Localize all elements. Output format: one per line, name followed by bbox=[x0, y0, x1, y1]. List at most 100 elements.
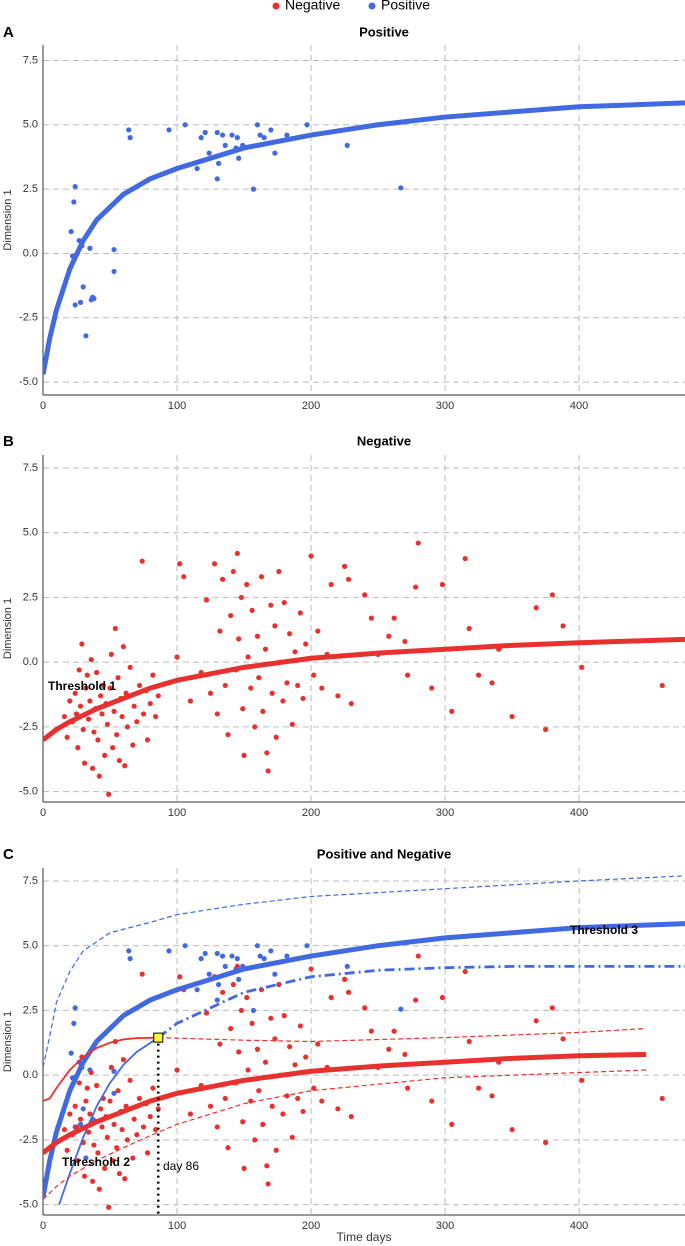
point bbox=[273, 1147, 279, 1153]
point bbox=[111, 268, 117, 275]
point bbox=[217, 628, 223, 634]
point bbox=[254, 122, 261, 128]
point bbox=[72, 1103, 78, 1109]
point bbox=[240, 1119, 246, 1125]
fit-line bbox=[43, 636, 685, 742]
y-tick-label: -2.5 bbox=[19, 721, 38, 733]
point bbox=[83, 1098, 89, 1104]
point bbox=[311, 1085, 317, 1091]
point bbox=[83, 333, 89, 339]
point bbox=[136, 1095, 143, 1102]
point bbox=[264, 1163, 270, 1169]
point bbox=[234, 550, 240, 557]
chart-title: Positive bbox=[359, 24, 409, 39]
point bbox=[429, 685, 435, 691]
point bbox=[315, 628, 321, 634]
x-tick-label: 300 bbox=[436, 807, 454, 819]
point bbox=[280, 698, 286, 704]
point bbox=[214, 950, 220, 957]
point bbox=[80, 1106, 86, 1112]
point bbox=[107, 1098, 113, 1104]
point bbox=[71, 199, 77, 205]
point bbox=[449, 1121, 455, 1127]
point bbox=[134, 1132, 140, 1138]
point bbox=[261, 135, 267, 141]
point bbox=[140, 711, 147, 717]
point bbox=[404, 1085, 411, 1091]
point bbox=[222, 963, 228, 970]
point bbox=[386, 1046, 392, 1052]
point bbox=[304, 943, 310, 949]
point bbox=[87, 245, 93, 251]
point bbox=[295, 1095, 301, 1102]
annotation: Threshold 1 bbox=[48, 679, 116, 693]
point bbox=[187, 698, 194, 704]
point bbox=[130, 742, 136, 748]
point bbox=[124, 724, 131, 730]
point bbox=[182, 943, 188, 949]
point bbox=[284, 680, 290, 686]
point bbox=[144, 737, 151, 743]
point bbox=[174, 654, 180, 660]
point bbox=[174, 1067, 180, 1073]
point bbox=[345, 989, 352, 995]
y-tick-label: 0.0 bbox=[23, 1069, 38, 1081]
point bbox=[106, 1204, 112, 1210]
point bbox=[88, 656, 94, 663]
x-tick-label: 300 bbox=[436, 400, 454, 412]
point bbox=[429, 1098, 435, 1104]
point bbox=[131, 1116, 137, 1122]
point bbox=[228, 612, 234, 619]
point bbox=[217, 1041, 223, 1047]
y-tick-label: 7.5 bbox=[23, 54, 38, 66]
point bbox=[311, 672, 317, 678]
point bbox=[219, 576, 226, 582]
point bbox=[280, 1111, 286, 1117]
fit-line bbox=[43, 921, 685, 1198]
point bbox=[300, 695, 306, 702]
point bbox=[150, 672, 156, 678]
chart-title: Negative bbox=[357, 433, 411, 448]
point bbox=[122, 1176, 128, 1182]
point bbox=[549, 592, 555, 598]
point bbox=[549, 1005, 555, 1011]
point bbox=[150, 1085, 156, 1091]
point bbox=[96, 773, 102, 779]
point bbox=[72, 302, 78, 308]
point bbox=[95, 1150, 101, 1156]
point bbox=[256, 1088, 262, 1094]
point bbox=[91, 1142, 97, 1148]
point bbox=[67, 1111, 73, 1117]
point bbox=[99, 711, 105, 717]
point bbox=[345, 576, 352, 582]
point bbox=[215, 981, 222, 988]
point bbox=[77, 703, 84, 709]
point bbox=[122, 763, 128, 769]
point bbox=[281, 600, 287, 606]
point bbox=[404, 672, 411, 678]
point bbox=[236, 1049, 242, 1055]
point bbox=[462, 555, 468, 562]
point bbox=[64, 1147, 70, 1153]
point bbox=[116, 757, 122, 764]
point bbox=[214, 176, 220, 182]
point bbox=[131, 703, 137, 709]
point bbox=[111, 246, 117, 253]
point bbox=[206, 971, 212, 977]
x-tick-label: 0 bbox=[40, 400, 46, 412]
x-tick-label: 400 bbox=[570, 807, 588, 819]
point bbox=[95, 737, 101, 743]
point bbox=[76, 667, 82, 673]
y-axis-title: Dimension 1 bbox=[2, 598, 14, 659]
point bbox=[61, 713, 68, 720]
panel-label: B bbox=[3, 433, 14, 450]
point bbox=[335, 693, 341, 699]
point bbox=[475, 1085, 482, 1091]
point bbox=[344, 142, 350, 148]
point bbox=[466, 625, 472, 632]
point bbox=[181, 574, 187, 580]
point bbox=[83, 1155, 89, 1161]
x-tick-label: 200 bbox=[302, 807, 320, 819]
point bbox=[87, 698, 93, 704]
point bbox=[449, 708, 455, 714]
